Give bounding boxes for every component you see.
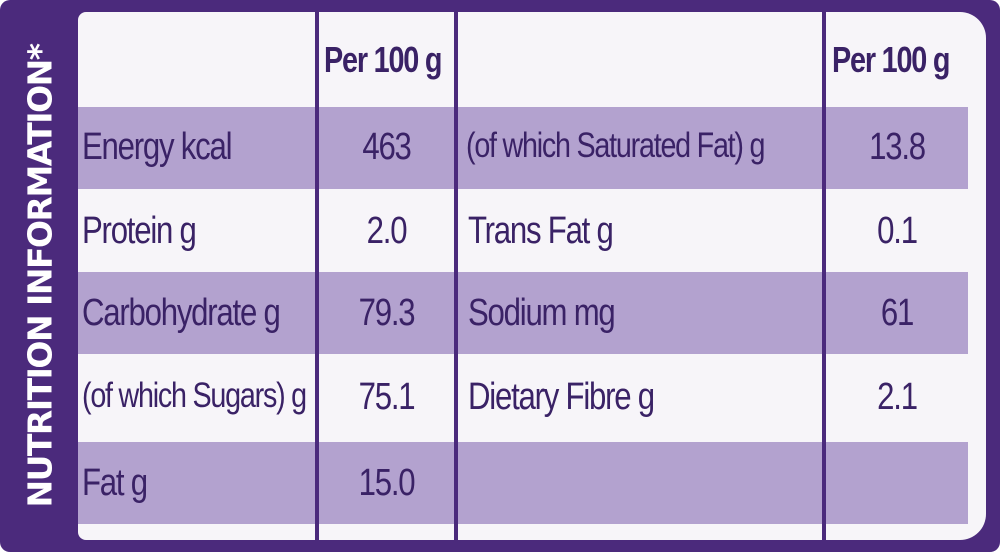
- row-band-3: [78, 272, 968, 354]
- right-row-label: Trans Fat g: [468, 210, 614, 252]
- row-band-1: [78, 107, 968, 189]
- left-value-header: Per 100 g: [324, 39, 442, 80]
- nutrition-table: Per 100 g Per 100 g Energy kcal 463 Prot…: [78, 12, 986, 540]
- left-row-label: Protein g: [82, 210, 197, 252]
- right-row-label: Sodium mg: [468, 292, 616, 334]
- right-value-header: Per 100 g: [832, 39, 950, 80]
- left-row-label: Carbohydrate g: [82, 292, 281, 334]
- column-divider-3: [822, 12, 826, 540]
- side-title: NUTRITION INFORMATION*: [20, 44, 60, 508]
- right-row-label: Dietary Fibre g: [468, 376, 655, 418]
- right-row-label: (of which Saturated Fat) g: [466, 126, 765, 165]
- right-row-value: 2.1: [877, 376, 918, 418]
- side-title-strip: NUTRITION INFORMATION*: [0, 0, 78, 552]
- row-band-5: [78, 442, 968, 524]
- left-row-value: 2.0: [366, 210, 408, 252]
- right-row-value: 13.8: [869, 126, 926, 168]
- left-row-label: (of which Sugars) g: [82, 376, 307, 415]
- right-row-value: 0.1: [877, 210, 918, 252]
- left-row-value: 463: [362, 126, 412, 168]
- left-row-label: Energy kcal: [82, 126, 233, 168]
- column-divider-1: [315, 12, 319, 540]
- left-row-value: 75.1: [358, 376, 416, 418]
- right-row-value: 61: [880, 292, 914, 334]
- left-row-label: Fat g: [82, 462, 148, 504]
- column-divider-2: [454, 12, 458, 540]
- left-row-value: 79.3: [358, 292, 416, 334]
- left-row-value: 15.0: [358, 462, 416, 504]
